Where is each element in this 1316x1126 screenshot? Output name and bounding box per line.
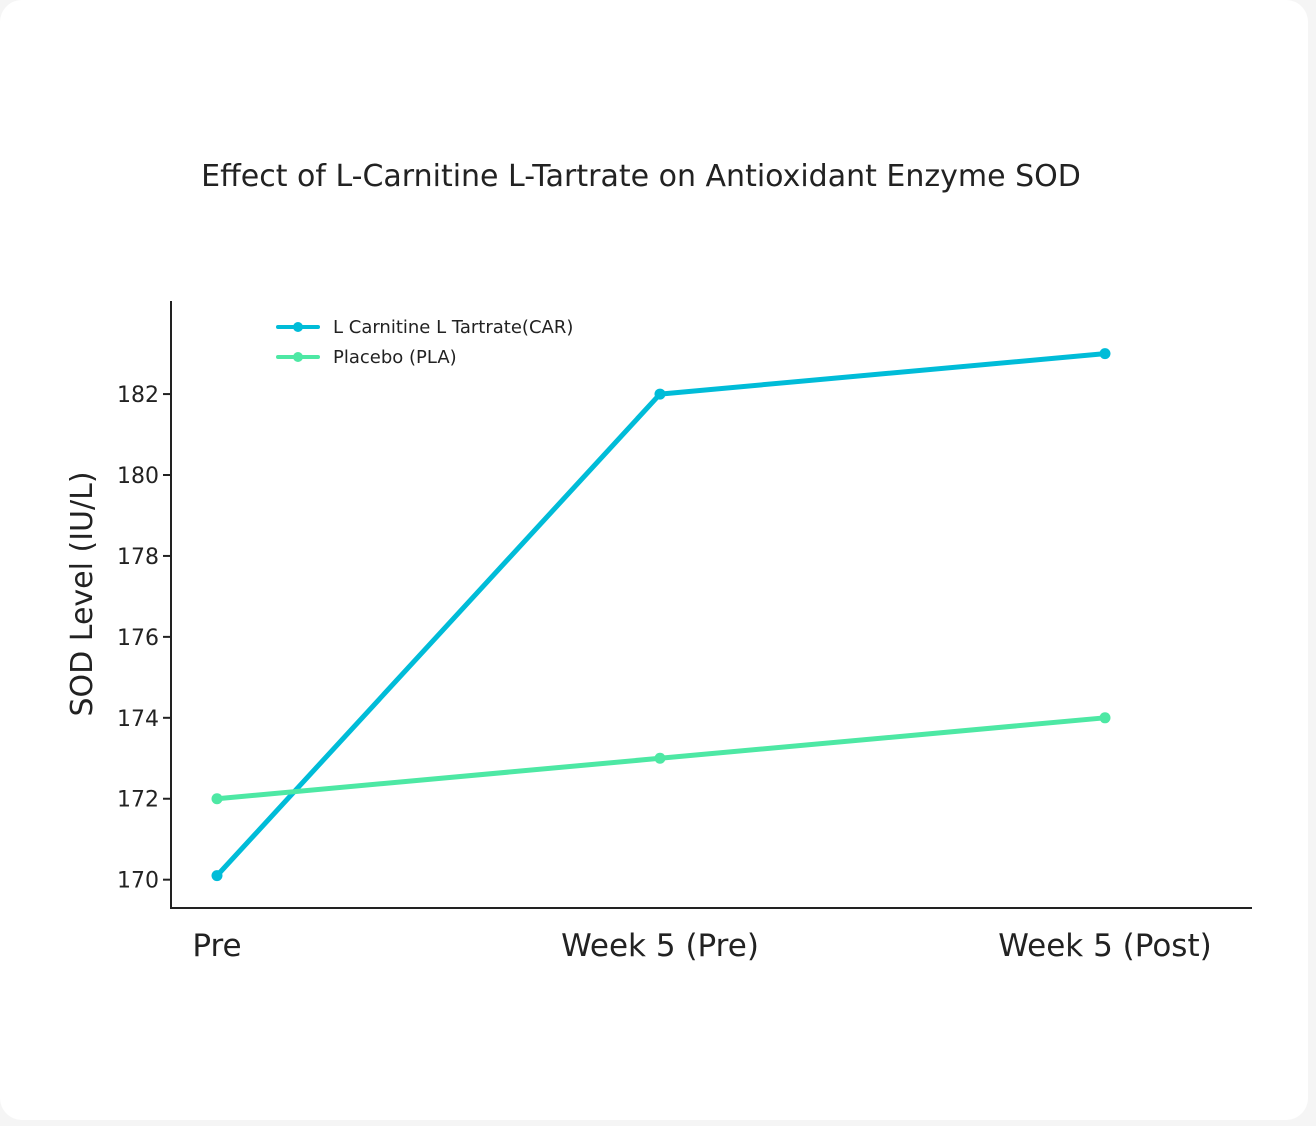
y-ticks: 170 172 174 176 178 180 182	[117, 383, 171, 894]
data-point	[654, 388, 666, 400]
series-layer	[211, 348, 1111, 882]
x-tick-label: Week 5 (Pre)	[561, 928, 759, 964]
legend-swatch-marker	[293, 352, 303, 362]
legend-swatch-marker	[293, 322, 303, 332]
y-tick-label: 176	[117, 626, 159, 651]
y-tick-label: 170	[117, 869, 159, 894]
series-line	[214, 351, 1108, 879]
legend-item: Placebo (PLA)	[276, 347, 457, 368]
x-tick-label: Week 5 (Post)	[998, 928, 1211, 964]
y-tick-label: 174	[117, 707, 159, 732]
x-ticks: Pre Week 5 (Pre) Week 5 (Post)	[192, 928, 1211, 964]
data-point	[1099, 348, 1111, 360]
y-axis-label: SOD Level (IU/L)	[65, 471, 100, 716]
data-point	[1099, 712, 1111, 724]
y-tick-label: 182	[117, 383, 159, 408]
chart-title: Effect of L-Carnitine L-Tartrate on Anti…	[201, 159, 1081, 194]
series-car	[211, 348, 1111, 882]
legend-item: L Carnitine L Tartrate(CAR)	[276, 317, 573, 338]
series-pla	[211, 712, 1111, 805]
legend-label: L Carnitine L Tartrate(CAR)	[333, 317, 573, 338]
axes	[170, 301, 1252, 909]
x-tick-label: Pre	[192, 928, 241, 964]
y-tick-label: 180	[117, 464, 159, 489]
legend-label: Placebo (PLA)	[333, 347, 457, 368]
y-tick-label: 172	[117, 788, 159, 813]
data-point	[654, 752, 666, 764]
legend: L Carnitine L Tartrate(CAR) Placebo (PLA)	[276, 317, 573, 368]
data-point	[211, 793, 223, 805]
data-point	[211, 870, 223, 882]
y-tick-label: 178	[117, 545, 159, 570]
